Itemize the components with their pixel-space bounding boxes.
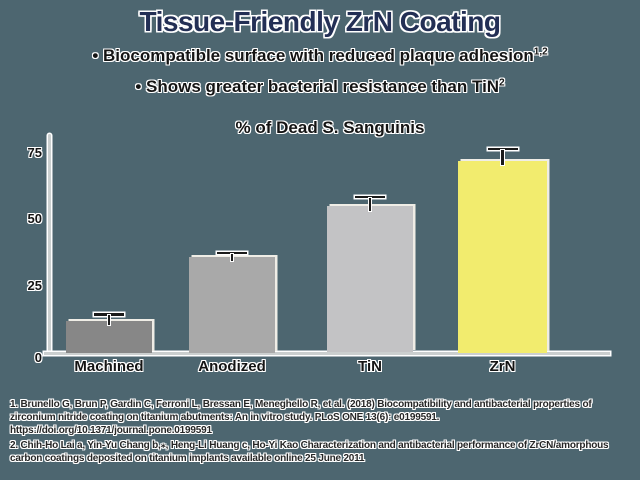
x-axis-line (44, 352, 610, 355)
error-bar-stem-zrn (501, 149, 504, 166)
y-axis-line (48, 134, 51, 355)
x-tick-label-tin: TiN (358, 358, 382, 375)
x-tick-label-anodized: Anodized (198, 358, 266, 375)
bullet-superscript: 2 (499, 77, 505, 89)
bar-tin (327, 205, 413, 353)
bullet-superscript: 1,2 (533, 46, 548, 58)
y-tick-label-50: 50 (27, 211, 42, 227)
error-bar-cap-tin (355, 195, 385, 199)
footnote-2: 2. Chih-Ho Lai a, Yin-Yu Chang b,⁎, Heng… (10, 440, 609, 464)
x-tick-label-zrn: ZrN (489, 358, 516, 375)
footnotes: 1. Brunello G, Brun P, Gardin C, Ferroni… (10, 398, 626, 467)
error-bar-cap-zrn (487, 147, 518, 151)
x-tick-label-machined: Machined (74, 358, 144, 375)
bullet-item-2: • Shows greater bacterial resistance tha… (135, 77, 505, 96)
error-bar-stem-tin (368, 197, 372, 211)
bullet-list: • Biocompatible surface with reduced pla… (0, 46, 640, 108)
error-bar-cap-anodized (217, 251, 247, 255)
bar-machined (66, 320, 152, 353)
footnote-1: 1. Brunello G, Brun P, Gardin C, Ferroni… (10, 399, 592, 436)
bar-zrn (458, 160, 547, 353)
error-bar-cap-machined (94, 313, 124, 316)
slide-title: Tissue-Friendly ZrN Coating (139, 6, 501, 37)
y-tick-label-25: 25 (27, 277, 42, 293)
error-bar-stem-machined (107, 315, 111, 326)
y-tick-label-75: 75 (27, 144, 42, 160)
bar-anodized (189, 256, 275, 353)
bullet-item-1: • Biocompatible surface with reduced pla… (92, 46, 548, 65)
chart-title: % of Dead S. Sanguinis (235, 118, 425, 137)
error-bar-stem-anodized (230, 253, 234, 262)
y-tick-label-0: 0 (34, 349, 42, 365)
